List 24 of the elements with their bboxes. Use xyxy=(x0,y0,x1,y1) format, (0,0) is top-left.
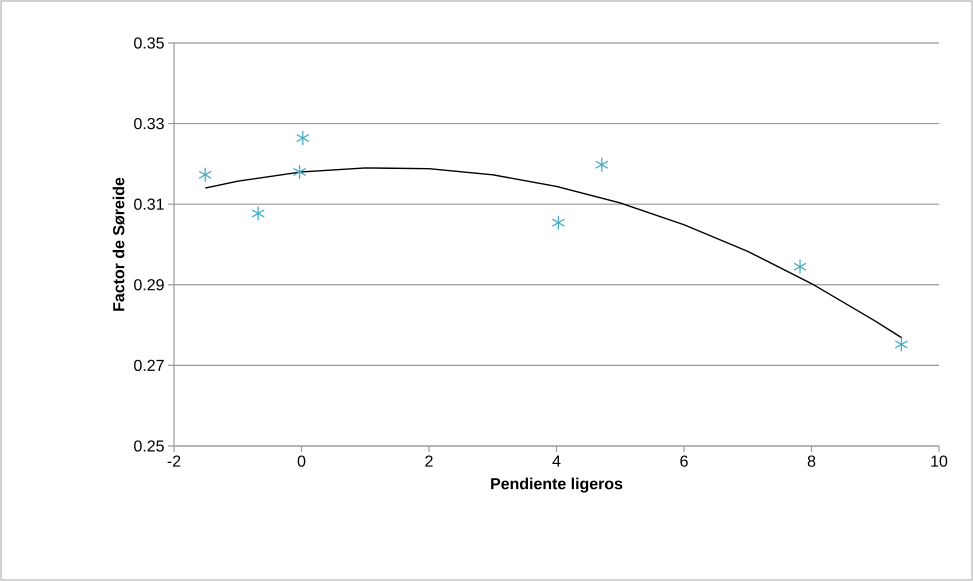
y-tick-label: 0.27 xyxy=(134,360,164,372)
line-series xyxy=(204,167,903,339)
point xyxy=(251,206,265,222)
point xyxy=(595,157,608,172)
y-tick-label: 0.31 xyxy=(134,198,164,210)
x-tick-label: 2 xyxy=(425,456,433,467)
x-tick-label: 10 xyxy=(931,456,948,467)
x-tick-label: 0 xyxy=(298,456,306,467)
x-tick-label: 4 xyxy=(552,456,560,466)
x-tick-label: -2 xyxy=(168,456,180,467)
point xyxy=(793,259,807,274)
y-tick-label: 0.35 xyxy=(134,37,164,49)
point xyxy=(296,130,310,146)
y-axis-title: Factor de Søreide xyxy=(112,178,125,311)
x-axis-title: Pendiente ligeros xyxy=(491,478,622,493)
point xyxy=(198,167,212,182)
x-tick-label: 6 xyxy=(680,456,688,467)
y-tick-label: 0.25 xyxy=(134,440,164,452)
point xyxy=(552,215,566,230)
point xyxy=(292,164,306,180)
x-tick-label: 8 xyxy=(808,456,816,467)
y-tick-label: 0.33 xyxy=(134,118,164,130)
y-tick-label: 0.29 xyxy=(134,279,164,290)
point xyxy=(894,336,908,352)
